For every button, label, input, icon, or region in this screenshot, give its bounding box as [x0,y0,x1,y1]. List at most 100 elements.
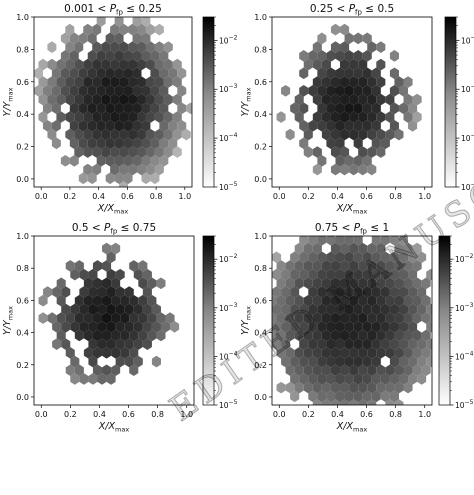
hexbin-cell [74,58,84,71]
hexbin-cell [330,146,341,158]
hexbin-cell [78,119,88,132]
subplot-title: 0.001 < Pfp ≤ 0.25 [64,3,162,17]
hexbin-cell [312,146,322,158]
hexbin-cell [141,17,151,27]
colorbar-tick-label: 10−4 [219,350,238,361]
hexbin-cell [376,347,386,359]
hexbin-cell [398,236,409,246]
x-tick-label: 0.8 [389,192,402,201]
hexbin-cell [303,58,313,71]
hexbin-cell [394,347,404,359]
hexbin-cell [132,85,142,97]
hexbin-cell [426,320,432,333]
hexbin-cell [394,76,404,88]
x-tick-label: 0.0 [273,410,286,419]
hexbin-cells [38,242,180,385]
hexbin-cell [272,338,282,350]
x-axis-label: X/Xmax [336,203,368,216]
hexbin-cell [408,373,418,385]
hexbin-cell [353,154,363,167]
hexbin-cell [353,32,363,45]
hexbin-cell [412,329,422,342]
hexbin-cell [123,50,133,62]
hexbin-cell [132,102,142,115]
hexbin-cell [128,128,137,141]
hexbin-cell [70,320,80,333]
hexbin-cell [358,58,368,71]
colorbar-tick-label: 10−3 [455,302,474,313]
hexbin-cell [65,128,75,141]
hexbin-cell [412,93,422,106]
hexbin-cell [290,373,300,385]
hexbin-cell [128,111,137,123]
hexbin-cell [330,294,341,307]
hexbin-cell [132,50,142,62]
hexbin-cell [87,102,97,115]
hexbin-cell [145,58,155,71]
hexbin-cell [145,128,155,141]
hexbin-cell [105,102,115,115]
hexbin-cell [335,67,345,80]
hexbin-cell [172,146,182,158]
hexbin-cell [326,320,336,333]
hexbin-cell [52,286,62,298]
hexbin-cell [367,41,377,53]
hexbin-cell [276,260,286,272]
hexbin-cell [412,111,422,123]
hexbin-cell [129,364,139,377]
hexbin-cell [312,399,322,405]
hexbin-cell [65,93,75,106]
hexbin-cell [290,268,300,281]
hexbin-cell [358,312,368,324]
hexbin-cell [156,277,166,290]
hexbin-cell [403,312,413,324]
hexbin-cells [272,236,432,405]
hexbin-cell [285,260,295,272]
hexbin-cell [159,137,169,150]
hexbin-cell [317,373,327,385]
subplot-title: 0.5 < Pfp ≤ 0.75 [72,222,156,236]
hexbin-cell [276,294,286,307]
y-tick-label: 1.0 [16,13,29,22]
hexbin-cell [105,172,115,185]
colorbar: 10−5 10−4 10−3 10−2 [444,16,474,192]
hexbin-cell [114,102,124,115]
hexbin-cell [394,260,404,272]
hexbin-cell [353,338,363,350]
hexbin-cell [326,251,336,264]
hexbin-cell [83,312,93,324]
hexbin-cell [276,381,286,394]
hexbin-cell [181,128,191,141]
colorbar-tick-label: 10−3 [461,83,474,94]
hexbin-cell [132,154,142,167]
hexbin-cell [299,303,309,316]
hexbin-cell [398,251,409,264]
hexbin-cell [156,329,166,342]
hexbin-cell [276,312,286,324]
hexbin-cell [330,76,341,88]
hexbin-cell [281,320,291,333]
hexbin-cell [358,128,368,141]
hexbin-cell [349,242,359,255]
hexbin-cell [74,128,84,141]
hexbin-cell [60,154,70,167]
hexbin-cell [69,119,79,132]
hexbin-cell [367,260,377,272]
hexbin-cell [376,260,386,272]
hexbin-cell [330,23,341,36]
hexbin-cell [272,268,282,281]
hexbin-cell [119,111,129,123]
hexbin-cell [141,102,151,115]
hexbin-cell [172,128,182,141]
hexbin-cell [353,85,363,97]
hexbin-cell [344,338,354,350]
hexbin-cell [138,277,148,290]
hexbin-cell [349,381,359,394]
hexbin-cell [321,347,331,359]
hexbin-cell [403,111,413,123]
hexbin-cell [299,236,309,246]
hexbin-cell [276,329,286,342]
hexbin-cell [159,154,169,167]
hexbin-cell [65,312,75,324]
hexbin-cell [141,50,151,62]
